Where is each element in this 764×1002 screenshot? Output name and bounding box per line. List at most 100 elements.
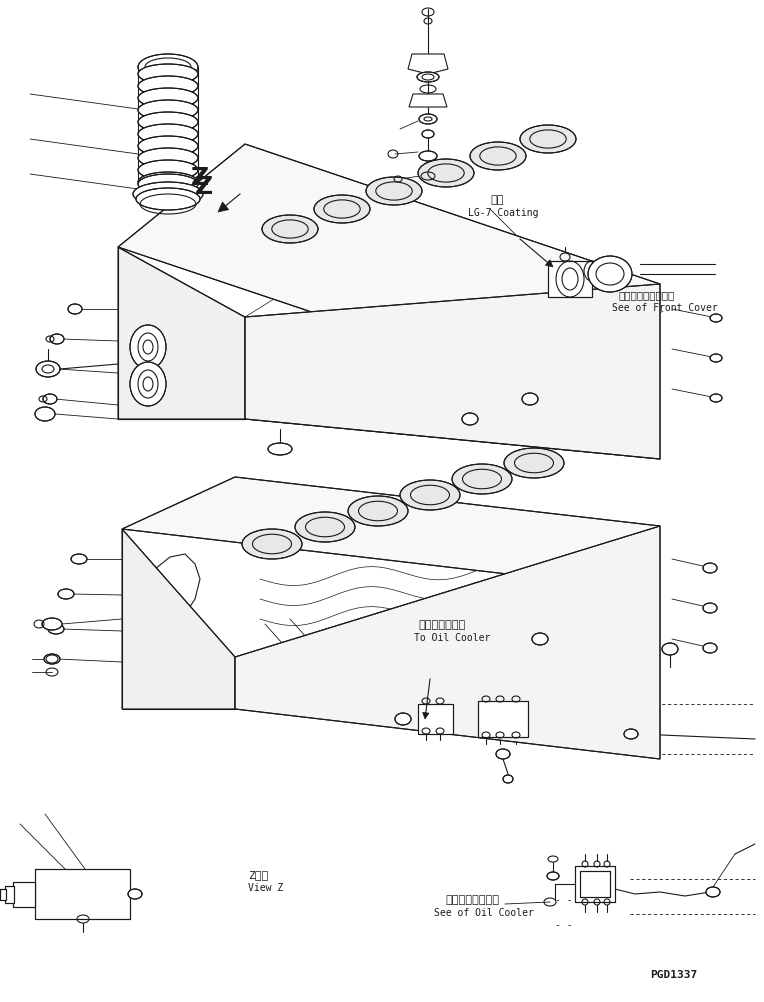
Bar xyxy=(5,886,14,903)
Bar xyxy=(580,871,610,897)
Ellipse shape xyxy=(138,161,198,180)
Text: LG-7 Coating: LG-7 Coating xyxy=(468,207,539,217)
Ellipse shape xyxy=(496,749,510,760)
Text: See of Oil Cooler: See of Oil Cooler xyxy=(434,907,534,917)
Text: オイルクーラヘ: オイルクーラヘ xyxy=(418,619,465,629)
Ellipse shape xyxy=(138,55,198,81)
Ellipse shape xyxy=(706,887,720,897)
Text: 塗布: 塗布 xyxy=(490,194,503,204)
Text: Z: Z xyxy=(191,166,209,189)
Text: - -: - - xyxy=(555,919,573,929)
Ellipse shape xyxy=(48,624,64,634)
Bar xyxy=(418,704,453,734)
Ellipse shape xyxy=(452,465,512,495)
Bar xyxy=(5,886,14,903)
Ellipse shape xyxy=(71,554,87,564)
Ellipse shape xyxy=(295,512,355,542)
Text: View Z: View Z xyxy=(248,882,283,892)
Ellipse shape xyxy=(36,362,60,378)
Bar xyxy=(478,701,528,737)
Ellipse shape xyxy=(138,65,198,85)
Ellipse shape xyxy=(44,654,60,664)
Ellipse shape xyxy=(314,195,370,223)
Bar xyxy=(13,882,35,907)
Ellipse shape xyxy=(710,315,722,323)
Ellipse shape xyxy=(703,603,717,613)
Ellipse shape xyxy=(417,73,439,83)
Ellipse shape xyxy=(58,589,74,599)
Ellipse shape xyxy=(547,872,559,880)
Text: See of Front Cover: See of Front Cover xyxy=(612,303,717,313)
Polygon shape xyxy=(545,261,553,268)
Bar xyxy=(35,869,130,919)
Ellipse shape xyxy=(710,395,722,403)
Polygon shape xyxy=(118,145,660,388)
Text: オイルクーラ参照: オイルクーラ参照 xyxy=(445,894,499,904)
Bar xyxy=(580,871,610,897)
Ellipse shape xyxy=(138,101,198,121)
Ellipse shape xyxy=(138,137,198,157)
Polygon shape xyxy=(422,712,429,719)
Ellipse shape xyxy=(35,408,55,422)
Ellipse shape xyxy=(348,497,408,526)
Ellipse shape xyxy=(710,355,722,363)
Ellipse shape xyxy=(703,643,717,653)
Ellipse shape xyxy=(395,713,411,725)
Polygon shape xyxy=(118,247,245,420)
Bar xyxy=(575,866,615,902)
Polygon shape xyxy=(218,202,228,212)
Ellipse shape xyxy=(138,174,198,194)
Ellipse shape xyxy=(130,363,166,407)
Ellipse shape xyxy=(703,563,717,573)
Ellipse shape xyxy=(419,152,437,162)
Ellipse shape xyxy=(68,305,82,315)
Ellipse shape xyxy=(366,177,422,205)
Bar xyxy=(13,882,35,907)
Ellipse shape xyxy=(522,394,538,406)
Ellipse shape xyxy=(50,335,64,345)
Text: - -: - - xyxy=(555,894,573,904)
Bar xyxy=(35,869,130,919)
Polygon shape xyxy=(245,285,660,460)
Ellipse shape xyxy=(138,125,198,145)
Ellipse shape xyxy=(138,77,198,97)
Polygon shape xyxy=(122,478,660,579)
Ellipse shape xyxy=(462,414,478,426)
Polygon shape xyxy=(409,95,447,108)
Polygon shape xyxy=(235,526,660,760)
Ellipse shape xyxy=(268,444,292,456)
Ellipse shape xyxy=(503,776,513,784)
Text: Z　視: Z 視 xyxy=(248,869,268,879)
Ellipse shape xyxy=(532,633,548,645)
Ellipse shape xyxy=(138,89,198,109)
Bar xyxy=(478,701,528,737)
Bar xyxy=(418,704,453,734)
Polygon shape xyxy=(408,55,448,75)
Text: PGD1337: PGD1337 xyxy=(650,969,698,979)
Ellipse shape xyxy=(242,529,302,559)
Bar xyxy=(0,889,6,900)
Ellipse shape xyxy=(138,149,198,168)
Ellipse shape xyxy=(470,143,526,170)
Ellipse shape xyxy=(418,160,474,187)
Ellipse shape xyxy=(504,449,564,479)
Ellipse shape xyxy=(133,182,203,206)
Ellipse shape xyxy=(422,131,434,139)
Ellipse shape xyxy=(400,481,460,510)
Text: To Oil Cooler: To Oil Cooler xyxy=(414,632,490,642)
Ellipse shape xyxy=(46,365,60,375)
Ellipse shape xyxy=(138,113,198,133)
Text: フロントカバー参照: フロントカバー参照 xyxy=(618,290,675,300)
Ellipse shape xyxy=(136,188,200,210)
Ellipse shape xyxy=(662,643,678,655)
Bar xyxy=(548,262,592,298)
Ellipse shape xyxy=(138,172,198,192)
Ellipse shape xyxy=(624,729,638,739)
Ellipse shape xyxy=(128,889,142,899)
Ellipse shape xyxy=(520,126,576,154)
Bar xyxy=(575,866,615,902)
Ellipse shape xyxy=(43,395,57,405)
Ellipse shape xyxy=(262,215,318,243)
Bar xyxy=(548,262,592,298)
Polygon shape xyxy=(122,529,235,709)
